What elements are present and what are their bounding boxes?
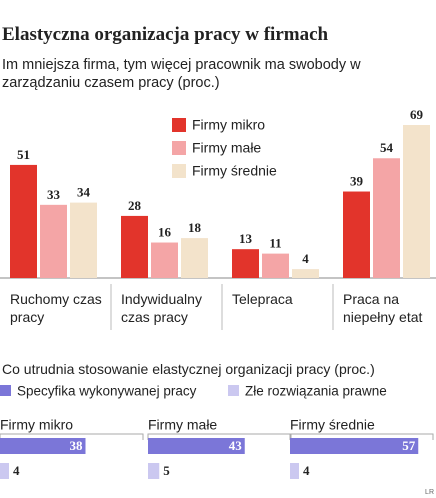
bar — [151, 242, 178, 278]
value-label: 16 — [158, 225, 172, 240]
bar — [70, 202, 97, 278]
bar — [148, 463, 160, 479]
panel-label: Firmy mikro — [0, 417, 73, 433]
bar — [181, 238, 208, 278]
x-tick-label: Telepraca — [232, 291, 293, 307]
panel-label: Firmy średnie — [290, 417, 375, 433]
value-label: 5 — [163, 463, 170, 478]
value-label: 54 — [380, 140, 394, 155]
chart-title: Co utrudnia stosowanie elastycznej organ… — [2, 361, 375, 377]
bar — [148, 438, 245, 454]
value-label: 11 — [269, 236, 281, 251]
panel-bracket — [147, 433, 292, 440]
legend-label: Firmy mikro — [192, 117, 265, 133]
x-tick-label: Ruchomy czas pracy — [10, 291, 102, 325]
legend-label: Specyfika wykonywanej pracy — [17, 384, 197, 399]
legend-swatch — [172, 141, 186, 155]
legend-swatch — [172, 118, 186, 132]
value-label: 43 — [229, 438, 243, 453]
bar — [343, 191, 370, 278]
value-label: 28 — [128, 198, 142, 213]
bar — [290, 463, 299, 479]
bar — [0, 438, 86, 454]
chart-title: Elastyczna organizacja pracy w firmach — [2, 24, 329, 45]
source: LR — [425, 489, 434, 496]
value-label: 4 — [302, 251, 309, 266]
panel-label: Firmy małe — [148, 417, 217, 433]
value-label: 51 — [17, 147, 30, 162]
bar — [232, 249, 259, 278]
value-label: 38 — [70, 438, 84, 453]
value-label: 4 — [13, 463, 20, 478]
bar — [373, 158, 400, 278]
legend-swatch — [172, 164, 186, 178]
value-label: 39 — [350, 174, 364, 189]
value-label: 13 — [239, 231, 253, 246]
bar — [10, 164, 37, 278]
legend-label: Złe rozwiązania prawne — [245, 384, 387, 399]
value-label: 57 — [402, 438, 416, 453]
legend-swatch — [0, 385, 11, 396]
value-label: 18 — [188, 220, 202, 235]
legend-label: Firmy małe — [192, 140, 261, 156]
value-label: 34 — [77, 185, 91, 200]
chart-subtitle: Im mniejsza firma, tym więcej pracownik … — [2, 57, 361, 91]
value-label: 69 — [410, 107, 424, 122]
value-label: 4 — [303, 463, 310, 478]
panel-bracket — [289, 433, 434, 440]
panel-bracket — [0, 433, 144, 440]
bar — [262, 253, 289, 278]
bar — [40, 204, 67, 278]
legend-label: Firmy średnie — [192, 163, 277, 179]
bar — [0, 463, 9, 479]
legend-swatch — [228, 385, 239, 396]
bar — [290, 438, 419, 454]
value-label: 33 — [47, 187, 61, 202]
bar — [121, 215, 148, 278]
bar — [292, 269, 319, 278]
x-tick-label: Praca na niepełny etat — [343, 291, 423, 325]
x-tick-label: Indywidualny czas pracy — [121, 291, 202, 325]
bar — [403, 125, 430, 278]
